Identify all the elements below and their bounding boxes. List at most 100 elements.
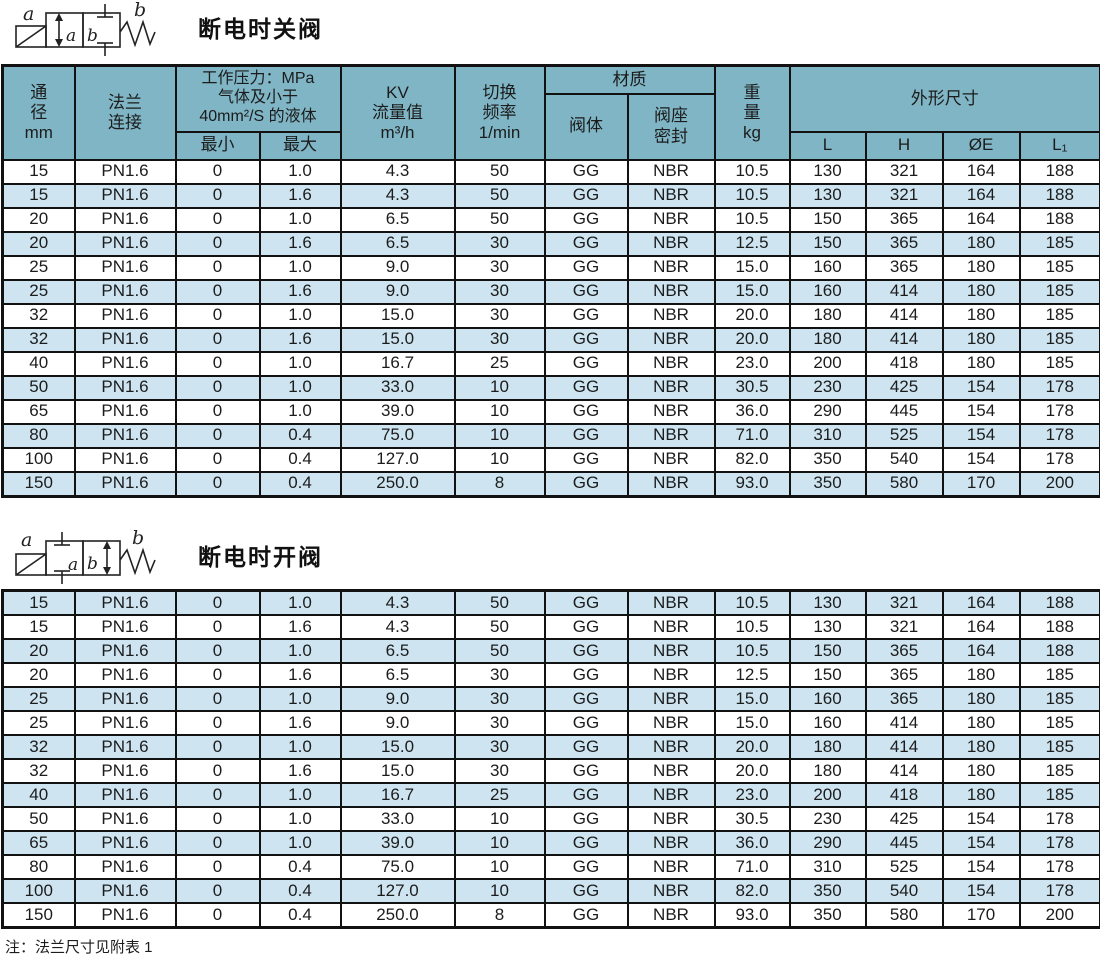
table-cell: 30 — [453, 662, 546, 688]
table-row: 25 PN1.6 0 1.0 9.0 30 GG NBR 15.0 160 365 180 185 — [1, 686, 1100, 712]
table-cell: 130 — [788, 182, 867, 209]
table-row: 32 PN1.6 0 1.6 15.0 30 GG NBR 20.0 180 414 180 185 — [1, 758, 1100, 784]
table-row: 150 PN1.6 0 0.4 250.0 8 GG NBR 93.0 350 580 170 200 — [1, 470, 1100, 497]
table-row: 80 PN1.6 0 0.4 75.0 10 GG NBR 71.0 310 525 154 178 — [1, 422, 1100, 449]
table-cell: 39.0 — [339, 398, 456, 425]
table-cell: 0 — [174, 614, 261, 640]
table-cell: PN1.6 — [73, 662, 177, 688]
table-cell: 50 — [453, 614, 546, 640]
table-cell: PN1.6 — [73, 614, 177, 640]
coil-label: a — [23, 3, 34, 25]
table-cell: PN1.6 — [73, 326, 177, 353]
table-cell: 1.0 — [258, 206, 342, 233]
position-a-label: a — [66, 26, 76, 46]
table-row: 15 PN1.6 0 1.6 4.3 50 GG NBR 10.5 130 321 164 188 — [1, 614, 1100, 640]
table-cell: 0 — [174, 302, 261, 329]
solenoid-coil-box — [15, 553, 47, 576]
table-cell: PN1.6 — [73, 589, 177, 616]
table-cell: 10 — [453, 374, 546, 401]
table-cell: 15.0 — [339, 302, 456, 329]
table-cell: 350 — [788, 470, 867, 497]
table-cell: 23.0 — [713, 782, 791, 808]
table-cell: GG — [543, 398, 629, 425]
table-cell: 185 — [1018, 758, 1100, 784]
table-cell: 20.0 — [713, 758, 791, 784]
table-cell: 178 — [1018, 446, 1100, 473]
table-cell: 15 — [1, 182, 76, 209]
table-cell: NBR — [626, 589, 716, 616]
table-cell: NBR — [626, 878, 716, 904]
table-cell: NBR — [626, 782, 716, 808]
table-cell: 16.7 — [339, 350, 456, 377]
table-cell: NBR — [626, 326, 716, 353]
table-cell: 180 — [788, 302, 867, 329]
table-cell: 75.0 — [339, 854, 456, 880]
table-cell: GG — [543, 470, 629, 497]
table-cell: GG — [543, 902, 629, 929]
table-cell: 178 — [1018, 398, 1100, 425]
table-cell: 321 — [864, 614, 944, 640]
table-cell: 1.6 — [258, 614, 342, 640]
table-cell: 30 — [453, 326, 546, 353]
table-cell: 1.0 — [258, 254, 342, 281]
table-cell: 185 — [1018, 686, 1100, 712]
table-cell: 150 — [788, 662, 867, 688]
header-pressure-min: 最小 — [174, 130, 261, 161]
table-cell: 170 — [941, 470, 1021, 497]
table-cell: 10 — [453, 806, 546, 832]
table-cell: 321 — [864, 182, 944, 209]
table-cell: 178 — [1018, 878, 1100, 904]
table-cell: 154 — [941, 446, 1021, 473]
table-cell: 164 — [941, 638, 1021, 664]
table-header: 通 径 mm 法兰 连接 工作压力：MPa 气体及小于 40mm²/S 的液体 … — [1, 64, 1100, 161]
table-cell: 8 — [453, 470, 546, 497]
table-cell: PN1.6 — [73, 878, 177, 904]
table-cell: 93.0 — [713, 470, 791, 497]
header-dim-l: L — [788, 130, 867, 161]
valve-open-deenergized-icon: a b a b — [15, 528, 156, 584]
table-cell: 25 — [1, 710, 76, 736]
table-cell: 425 — [864, 374, 944, 401]
table-cell: GG — [543, 878, 629, 904]
header-weight: 重 量 kg — [713, 64, 791, 161]
table-cell: 36.0 — [713, 830, 791, 856]
table-cell: 1.6 — [258, 182, 342, 209]
spring-label: b — [134, 0, 146, 21]
table-cell: GG — [543, 230, 629, 257]
table-cell: 6.5 — [339, 662, 456, 688]
table-cell: 100 — [1, 878, 76, 904]
table-cell: 200 — [788, 782, 867, 808]
table-cell: GG — [543, 782, 629, 808]
table-cell: NBR — [626, 158, 716, 185]
table-cell: GG — [543, 710, 629, 736]
table-cell: PN1.6 — [73, 230, 177, 257]
table-cell: 25 — [1, 254, 76, 281]
table-cell: 1.0 — [258, 830, 342, 856]
table-cell: 130 — [788, 158, 867, 185]
table-cell: 50 — [453, 158, 546, 185]
header-flange: 法兰 连接 — [73, 64, 177, 161]
table-cell: GG — [543, 326, 629, 353]
table-cell: 185 — [1018, 302, 1100, 329]
table-cell: GG — [543, 638, 629, 664]
table-cell: 9.0 — [339, 710, 456, 736]
table-cell: 0 — [174, 470, 261, 497]
table-cell: 180 — [941, 758, 1021, 784]
position-a-box: a — [45, 12, 84, 48]
table-cell: GG — [543, 206, 629, 233]
table-cell: 0.4 — [258, 902, 342, 929]
table-cell: 10.5 — [713, 182, 791, 209]
table-cell: PN1.6 — [73, 638, 177, 664]
table-cell: 25 — [1, 686, 76, 712]
table-cell: 36.0 — [713, 398, 791, 425]
table-cell: 414 — [864, 710, 944, 736]
table-cell: NBR — [626, 206, 716, 233]
table-cell: PN1.6 — [73, 854, 177, 880]
position-a-label: a — [68, 555, 78, 575]
table-cell: 154 — [941, 422, 1021, 449]
table-cell: 164 — [941, 182, 1021, 209]
table-cell: 180 — [941, 326, 1021, 353]
table-cell: 0 — [174, 278, 261, 305]
table-cell: 10 — [453, 830, 546, 856]
